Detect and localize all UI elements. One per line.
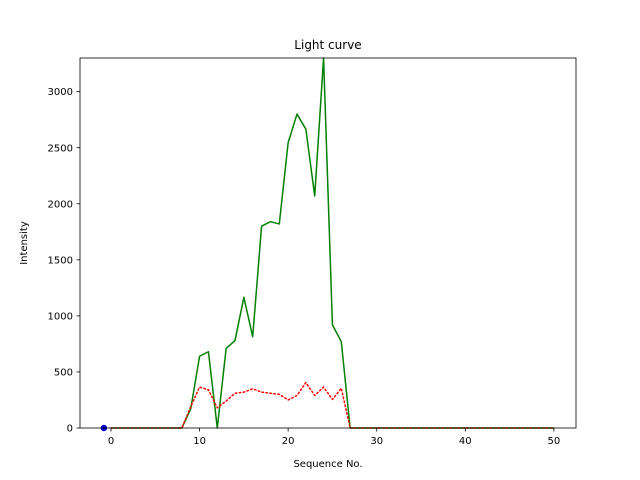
x-axis: 0 10 20 30 40 50	[108, 428, 560, 447]
series-line-dotted	[110, 381, 555, 429]
chart-title: Light curve	[294, 38, 361, 52]
y-tick-label: 1000	[48, 311, 73, 322]
y-tick-label: 1500	[48, 255, 73, 266]
x-tick-label: 0	[108, 436, 114, 447]
x-tick-label: 20	[282, 436, 295, 447]
plot-area	[100, 57, 555, 432]
x-tick-label: 40	[459, 436, 472, 447]
x-tick-label: 10	[193, 436, 206, 447]
x-axis-label: Sequence No.	[293, 459, 362, 470]
series-line-solid	[111, 57, 554, 429]
x-tick-label: 30	[370, 436, 383, 447]
y-tick-label: 2000	[48, 199, 73, 210]
axes-frame	[79, 57, 577, 429]
y-axis-label: Intensity	[19, 221, 30, 265]
x-tick-label: 50	[547, 436, 560, 447]
y-tick-label: 3000	[48, 87, 73, 98]
y-tick-label: 500	[54, 368, 73, 379]
y-tick-label: 2500	[48, 143, 73, 154]
y-axis: 0 500 1000 1500 2000 2500 3000	[48, 87, 80, 435]
y-tick-label: 0	[67, 424, 73, 435]
